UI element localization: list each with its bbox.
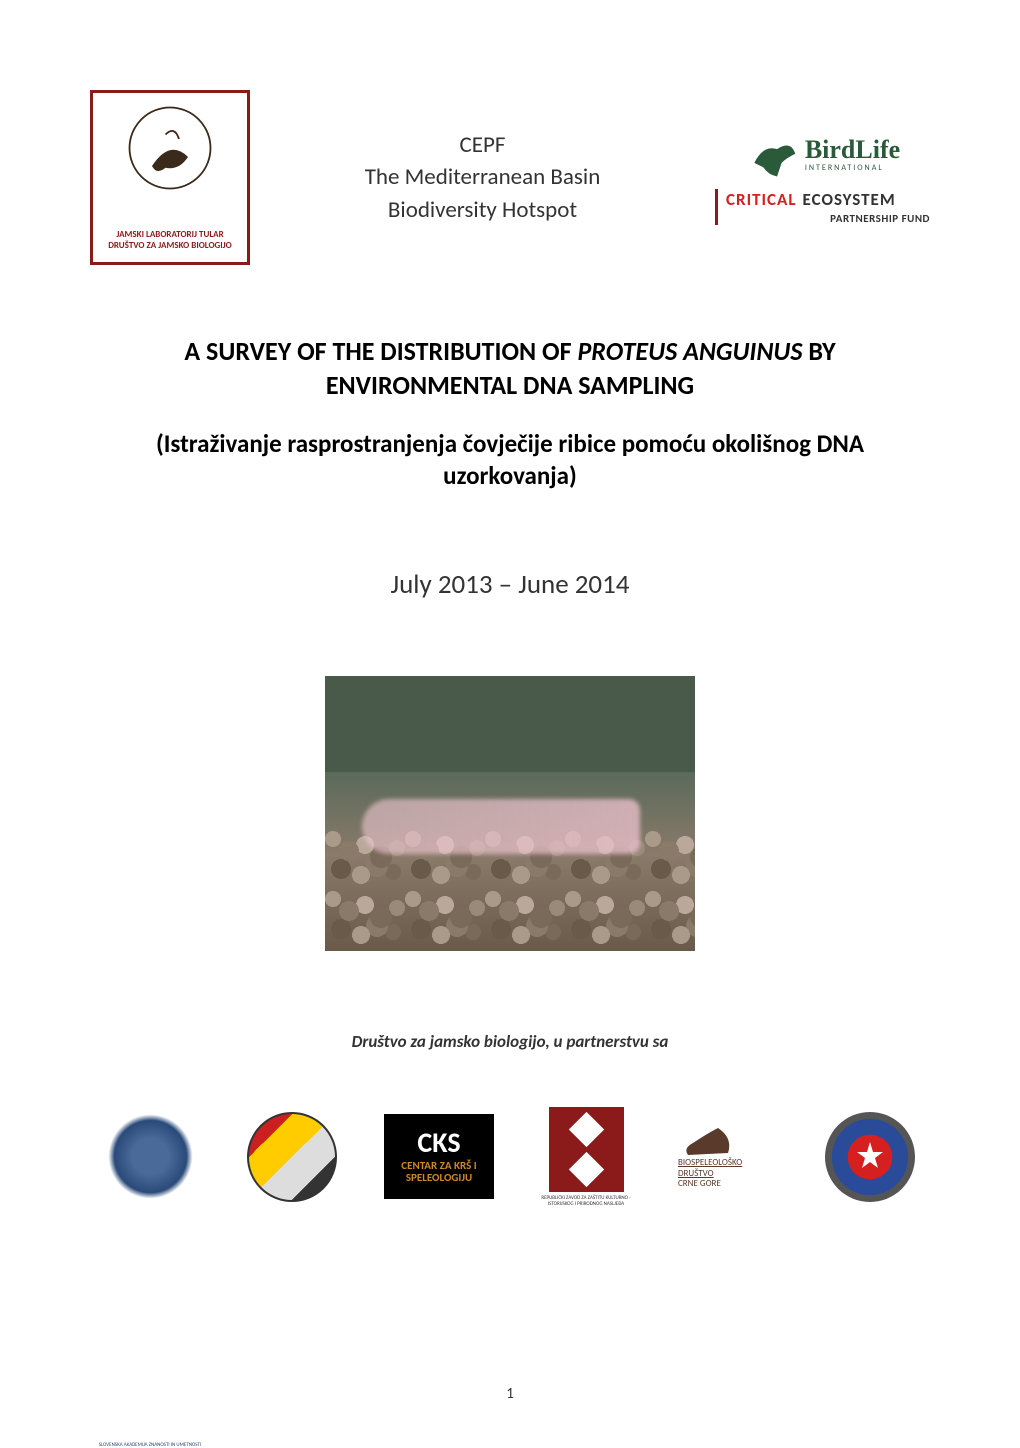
biospeleo-line1: BIOSPELEOLOŠKO: [678, 1157, 742, 1168]
tular-lab-icon: [125, 103, 215, 193]
cepf-line1: CEPF: [270, 129, 695, 161]
date-range: July 2013 – June 2014: [90, 568, 930, 601]
sponsor-logo-left: JAMSKI LABORATORIJ TULAR DRUŠTVO ZA JAMS…: [90, 90, 250, 265]
ecosystem-text: ECOSYSTEM: [803, 189, 896, 210]
main-title: A SURVEY OF THE DISTRIBUTION OF PROTEUS …: [90, 335, 930, 403]
birdlife-name: BirdLife: [805, 138, 900, 161]
partnership-caption: Društvo za jamsko biologijo, u partnerst…: [90, 1031, 930, 1052]
subtitle: (Istraživanje rasprostranjenja čovječije…: [90, 428, 930, 493]
cks-abbrev: CKS: [417, 1129, 460, 1157]
cepf-logo: CRITICAL ECOSYSTEM PARTNERSHIP FUND: [715, 189, 930, 225]
tular-line2: DRUŠTVO ZA JAMSKO BIOLOGIJO: [108, 240, 232, 252]
cepf-row1: CRITICAL ECOSYSTEM: [726, 189, 930, 210]
title-species: PROTEUS ANGUINUS: [577, 335, 802, 367]
cks-fullname: CENTAR ZA KRŠ I SPELEOLOGIJU: [389, 1160, 489, 1184]
header-center: CEPF The Mediterranean Basin Biodiversit…: [250, 129, 715, 226]
biospeleo-line2: DRUŠTVO: [678, 1168, 714, 1179]
hgss-icon: [825, 1112, 915, 1202]
tular-lab-text: JAMSKI LABORATORIJ TULAR DRUŠTVO ZA JAMS…: [108, 229, 232, 252]
biospeleo-line3: CRNE GORE: [678, 1178, 721, 1189]
partner-logo-cks: CKS CENTAR ZA KRŠ I SPELEOLOGIJU: [384, 1114, 494, 1199]
birdlife-sub: INTERNATIONAL: [805, 163, 900, 173]
zavod-icon: [549, 1107, 624, 1192]
birdlife-logo: BirdLife INTERNATIONAL: [745, 131, 900, 181]
bird-icon: [745, 131, 800, 181]
cepf-line3: Biodiversity Hotspot: [270, 194, 695, 226]
zavod-text: REPUBLIČKI ZAVOD ZA ZAŠTITU KULTURNO -IS…: [536, 1195, 636, 1207]
cepf-line2: The Mediterranean Basin: [270, 161, 695, 193]
critical-text: CRITICAL: [726, 189, 797, 210]
partner-logo-maryland: [242, 1107, 342, 1207]
partner-logos-row: SLOVENSKA AKADEMIJA ZNANOSTI IN UMETNOST…: [90, 1107, 930, 1207]
title-prefix: A SURVEY OF THE DISTRIBUTION OF: [184, 335, 577, 367]
partner-logo-sazu: SLOVENSKA AKADEMIJA ZNANOSTI IN UMETNOST…: [100, 1107, 200, 1207]
partner-logo-zavod: REPUBLIČKI ZAVOD ZA ZAŠTITU KULTURNO -IS…: [536, 1107, 636, 1207]
partner-logo-hgss: [820, 1107, 920, 1207]
birdlife-text: BirdLife INTERNATIONAL: [805, 138, 900, 173]
photo-proteus: [362, 799, 640, 854]
sponsor-logo-right: BirdLife INTERNATIONAL CRITICAL ECOSYSTE…: [715, 131, 930, 225]
biospeleo-text: BIOSPELEOLOŠKO DRUŠTVO CRNE GORE: [678, 1158, 742, 1190]
partner-logo-biospeleo: BIOSPELEOLOŠKO DRUŠTVO CRNE GORE: [678, 1107, 778, 1207]
biospeleo-icon: [678, 1123, 738, 1158]
maryland-icon: [247, 1112, 337, 1202]
partnership-fund-text: PARTNERSHIP FUND: [726, 212, 930, 225]
proteus-photo: [325, 676, 695, 951]
sazu-icon: [108, 1114, 193, 1199]
tular-line1: JAMSKI LABORATORIJ TULAR: [108, 229, 232, 241]
header-row: JAMSKI LABORATORIJ TULAR DRUŠTVO ZA JAMS…: [90, 90, 930, 265]
page-number: 1: [506, 1385, 514, 1403]
